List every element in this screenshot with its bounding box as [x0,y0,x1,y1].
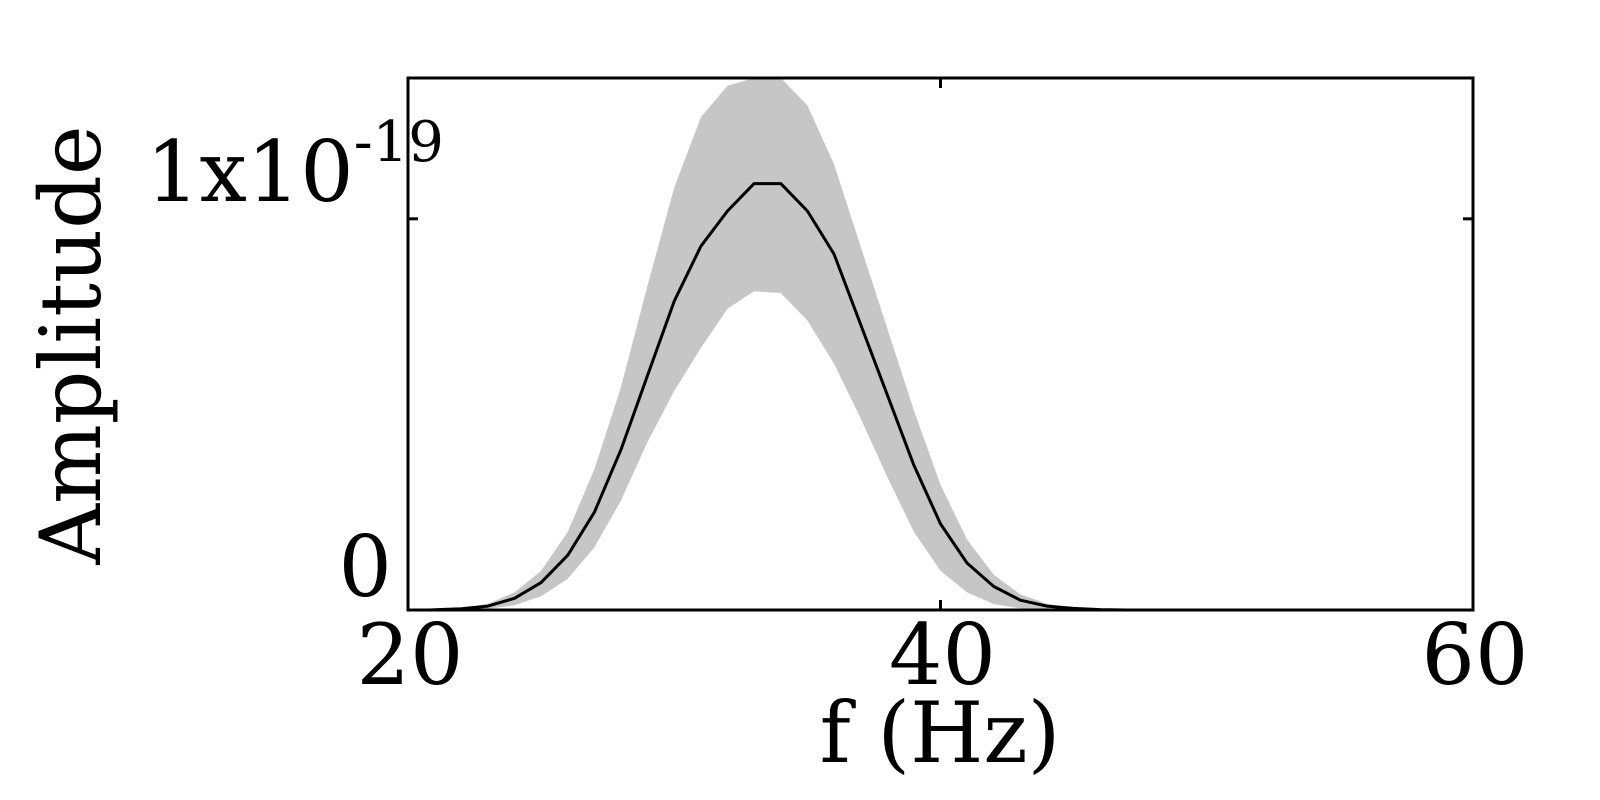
median-line [408,182,1207,612]
plot-area [406,76,1475,612]
y-axis-title: Amplitude [22,125,120,565]
y-tick-label: 0 [339,518,392,616]
x-axis-title: f (Hz) [820,684,1061,782]
confidence-band [408,78,1207,610]
x-tick-label: 20 [357,606,464,704]
x-tick-label: 60 [1422,606,1529,704]
axis-ticks: 20 40 60 0 1x10-19 [146,78,1528,704]
y-tick-label: 1x10-19 [146,110,444,221]
x-tick-label: 40 [889,606,996,704]
